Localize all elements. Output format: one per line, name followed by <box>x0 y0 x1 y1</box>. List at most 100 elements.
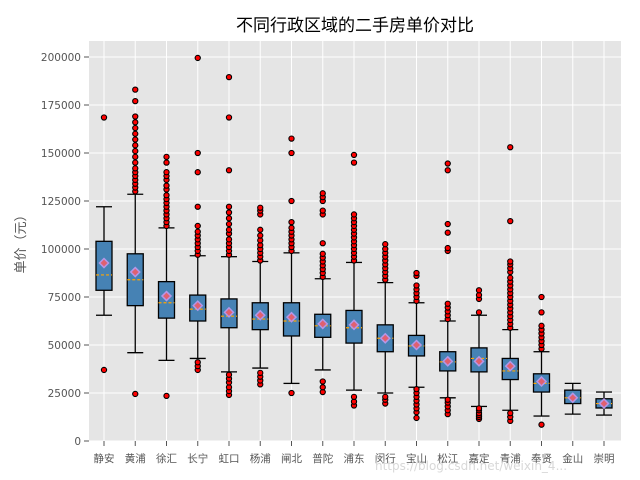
outlier-point <box>225 114 233 121</box>
box-奉贤 <box>532 293 551 428</box>
outlier-point <box>194 228 201 235</box>
outlier-point <box>257 232 264 239</box>
outlier-point <box>100 114 108 121</box>
chart-title: 不同行政区域的二手房单价对比 <box>236 16 474 36</box>
y-tick-label: 125000 <box>41 196 81 208</box>
box-宝山 <box>407 269 426 422</box>
outlier-point <box>194 359 201 366</box>
outlier-point <box>225 203 233 210</box>
outlier-point <box>288 149 295 157</box>
outlier-point <box>132 147 139 155</box>
outlier-point <box>225 215 233 222</box>
outlier-point <box>163 182 170 189</box>
outlier-point <box>257 369 264 376</box>
box-崇明 <box>595 391 613 416</box>
outlier-point <box>132 159 139 166</box>
outlier-point <box>194 149 201 157</box>
mean-marker <box>535 375 548 388</box>
outlier-point <box>444 167 451 174</box>
mean-marker <box>379 332 391 344</box>
mean-marker <box>598 397 610 410</box>
outlier-point <box>413 282 420 289</box>
outlier-point <box>319 250 326 257</box>
x-tick-label: 长宁 <box>187 452 208 465</box>
outlier-point <box>163 192 170 199</box>
outlier-point <box>350 393 358 400</box>
outlier-point <box>507 410 514 417</box>
x-tick-label: 闵行 <box>375 452 396 465</box>
outlier-point <box>538 421 545 428</box>
box-浦东 <box>345 151 363 409</box>
outlier-point <box>382 241 389 248</box>
x-tick-label: 嘉定 <box>469 452 490 465</box>
watermark: https://blog.csdn.net/weixin_4... <box>375 459 567 473</box>
mean-marker <box>285 311 298 323</box>
outlier-point <box>225 74 233 81</box>
outlier-point <box>163 392 170 400</box>
box-青浦 <box>501 144 519 424</box>
outlier-point <box>319 384 326 391</box>
outlier-point <box>225 236 233 243</box>
x-tick-label: 崇明 <box>594 453 615 465</box>
mean-marker <box>192 300 204 312</box>
outlier-point <box>132 136 139 143</box>
y-tick-label: 0 <box>74 436 81 448</box>
outlier-point <box>475 405 483 412</box>
outlier-point <box>319 240 326 247</box>
mean-marker <box>567 392 579 404</box>
x-tick-label: 金山 <box>562 452 583 465</box>
outlier-point <box>132 130 139 137</box>
box-松江 <box>439 160 457 418</box>
box-金山 <box>564 382 582 415</box>
outlier-point <box>475 287 483 294</box>
x-tick-label: 虹口 <box>219 453 240 465</box>
mean-marker <box>410 339 423 351</box>
outlier-point <box>413 414 420 422</box>
outlier-point <box>194 169 201 176</box>
outlier-point <box>225 371 233 378</box>
outlier-point <box>319 378 326 385</box>
outlier-point <box>413 386 420 393</box>
outlier-point <box>350 211 358 218</box>
y-tick-label: 75000 <box>48 292 81 304</box>
outlier-point <box>444 160 451 167</box>
box-静安 <box>95 114 113 374</box>
outlier-point <box>132 390 139 398</box>
outlier-point <box>132 119 139 126</box>
y-tick-label: 50000 <box>48 340 81 352</box>
outlier-point <box>507 218 514 225</box>
outlier-point <box>194 222 201 230</box>
box-长宁 <box>189 54 207 374</box>
outlier-point <box>350 159 358 166</box>
outlier-point <box>163 153 170 160</box>
box-闸北 <box>282 135 301 397</box>
x-tick-label: 闸北 <box>281 452 302 465</box>
outlier-point <box>507 258 514 265</box>
y-axis-label: 单价（元） <box>14 208 29 273</box>
mean-marker <box>98 257 110 269</box>
outlier-point <box>163 159 170 166</box>
outlier-point <box>194 54 201 62</box>
x-tick-label: 浦东 <box>344 452 365 465</box>
outlier-point <box>444 220 451 228</box>
outlier-point <box>257 226 264 233</box>
outlier-point <box>319 207 326 214</box>
outlier-point <box>538 309 545 316</box>
outlier-point <box>288 224 295 232</box>
box-嘉定 <box>470 287 488 423</box>
outlier-point <box>507 274 514 281</box>
box-闵行 <box>376 241 394 407</box>
y-tick-label: 150000 <box>41 148 81 160</box>
outlier-point <box>225 226 233 233</box>
outlier-point <box>444 396 451 403</box>
x-tick-label: 普陀 <box>312 452 333 465</box>
outlier-point <box>538 293 545 301</box>
outlier-point <box>132 113 139 120</box>
outlier-point <box>132 98 139 105</box>
outlier-point <box>132 165 139 172</box>
x-tick-label: 杨浦 <box>250 452 271 465</box>
outlier-point <box>132 142 139 149</box>
y-tick-label: 100000 <box>41 244 81 256</box>
outlier-point <box>382 393 389 400</box>
